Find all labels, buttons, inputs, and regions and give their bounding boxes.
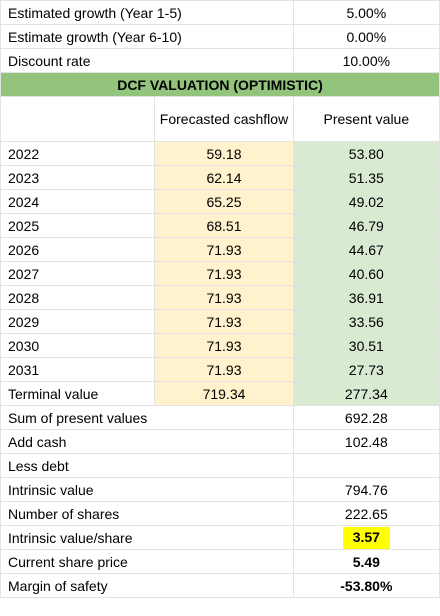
cashflow-cell[interactable]: 71.93 xyxy=(154,261,294,286)
year-row: 2025 68.51 46.79 xyxy=(0,213,440,238)
discount-rate-value[interactable]: 10.00% xyxy=(292,48,440,73)
year-cell[interactable]: 2025 xyxy=(0,213,156,238)
margin-of-safety-label[interactable]: Margin of safety xyxy=(0,573,294,598)
summary-row: Margin of safety -53.80% xyxy=(0,573,440,598)
intrinsic-value-per-share-cell[interactable]: 3.57 xyxy=(292,525,440,550)
margin-of-safety-value[interactable]: -53.80% xyxy=(292,573,440,598)
year-row: 2023 62.14 51.35 xyxy=(0,165,440,190)
cashflow-cell[interactable]: 68.51 xyxy=(154,213,294,238)
year-cell[interactable]: 2024 xyxy=(0,189,156,214)
intrinsic-value-value[interactable]: 794.76 xyxy=(292,477,440,502)
year-row: 2027 71.93 40.60 xyxy=(0,261,440,286)
number-of-shares-value[interactable]: 222.65 xyxy=(292,501,440,526)
terminal-value-row: Terminal value 719.34 277.34 xyxy=(0,381,440,406)
year-row: 2031 71.93 27.73 xyxy=(0,357,440,382)
year-row: 2028 71.93 36.91 xyxy=(0,285,440,310)
section-banner-row: DCF VALUATION (OPTIMISTIC) xyxy=(0,72,440,97)
assumption-row: Estimate growth (Year 6-10) 0.00% xyxy=(0,24,440,49)
present-value-cell[interactable]: 53.80 xyxy=(292,141,440,166)
year-cell[interactable]: 2023 xyxy=(0,165,156,190)
less-debt-value[interactable] xyxy=(292,453,440,478)
cashflow-cell[interactable]: 71.93 xyxy=(154,309,294,334)
summary-row: Number of shares 222.65 xyxy=(0,501,440,526)
year-cell[interactable]: 2022 xyxy=(0,141,156,166)
present-value-cell[interactable]: 27.73 xyxy=(292,357,440,382)
intrinsic-value-per-share-highlight: 3.57 xyxy=(342,526,390,549)
present-value-cell[interactable]: 44.67 xyxy=(292,237,440,262)
intrinsic-value-label[interactable]: Intrinsic value xyxy=(0,477,294,502)
present-value-cell[interactable]: 36.91 xyxy=(292,285,440,310)
number-of-shares-label[interactable]: Number of shares xyxy=(0,501,294,526)
cashflow-cell[interactable]: 71.93 xyxy=(154,237,294,262)
summary-row: Current share price 5.49 xyxy=(0,549,440,574)
terminal-cashflow-cell[interactable]: 719.34 xyxy=(154,381,294,406)
year-cell[interactable]: 2026 xyxy=(0,237,156,262)
present-value-cell[interactable]: 40.60 xyxy=(292,261,440,286)
cashflow-cell[interactable]: 71.93 xyxy=(154,357,294,382)
less-debt-label[interactable]: Less debt xyxy=(0,453,294,478)
present-value-cell[interactable]: 30.51 xyxy=(292,333,440,358)
cashflow-cell[interactable]: 71.93 xyxy=(154,285,294,310)
summary-row: Intrinsic value/share 3.57 xyxy=(0,525,440,550)
year-cell[interactable]: 2027 xyxy=(0,261,156,286)
present-value-header[interactable]: Present value xyxy=(292,96,440,142)
forecasted-cashflow-header[interactable]: Forecasted cashflow xyxy=(154,96,294,142)
summary-row: Less debt xyxy=(0,453,440,478)
year-row: 2022 59.18 53.80 xyxy=(0,141,440,166)
growth-1-5-value[interactable]: 5.00% xyxy=(292,0,440,25)
terminal-present-value-cell[interactable]: 277.34 xyxy=(292,381,440,406)
growth-1-5-label[interactable]: Estimated growth (Year 1-5) xyxy=(0,0,294,25)
growth-6-10-label[interactable]: Estimate growth (Year 6-10) xyxy=(0,24,294,49)
discount-rate-label[interactable]: Discount rate xyxy=(0,48,294,73)
summary-row: Sum of present values 692.28 xyxy=(0,405,440,430)
present-value-cell[interactable]: 33.56 xyxy=(292,309,440,334)
summary-row: Intrinsic value 794.76 xyxy=(0,477,440,502)
dcf-banner-title[interactable]: DCF VALUATION (OPTIMISTIC) xyxy=(0,72,440,97)
growth-6-10-value[interactable]: 0.00% xyxy=(292,24,440,49)
column-header-row: Forecasted cashflow Present value xyxy=(0,96,440,142)
terminal-value-label[interactable]: Terminal value xyxy=(0,381,156,406)
year-row: 2029 71.93 33.56 xyxy=(0,309,440,334)
current-share-price-label[interactable]: Current share price xyxy=(0,549,294,574)
cashflow-cell[interactable]: 59.18 xyxy=(154,141,294,166)
assumption-row: Estimated growth (Year 1-5) 5.00% xyxy=(0,0,440,25)
present-value-cell[interactable]: 49.02 xyxy=(292,189,440,214)
summary-row: Add cash 102.48 xyxy=(0,429,440,454)
present-value-cell[interactable]: 46.79 xyxy=(292,213,440,238)
intrinsic-value-per-share-label[interactable]: Intrinsic value/share xyxy=(0,525,294,550)
year-row: 2026 71.93 44.67 xyxy=(0,237,440,262)
year-row: 2024 65.25 49.02 xyxy=(0,189,440,214)
cashflow-cell[interactable]: 71.93 xyxy=(154,333,294,358)
cashflow-cell[interactable]: 65.25 xyxy=(154,189,294,214)
current-share-price-value[interactable]: 5.49 xyxy=(292,549,440,574)
year-cell[interactable]: 2028 xyxy=(0,285,156,310)
year-cell[interactable]: 2029 xyxy=(0,309,156,334)
present-value-cell[interactable]: 51.35 xyxy=(292,165,440,190)
dcf-spreadsheet: Estimated growth (Year 1-5) 5.00% Estima… xyxy=(0,0,440,598)
assumption-row: Discount rate 10.00% xyxy=(0,48,440,73)
year-cell[interactable]: 2030 xyxy=(0,333,156,358)
empty-header-cell[interactable] xyxy=(0,96,156,142)
year-cell[interactable]: 2031 xyxy=(0,357,156,382)
sum-pv-value[interactable]: 692.28 xyxy=(292,405,440,430)
sum-pv-label[interactable]: Sum of present values xyxy=(0,405,294,430)
year-row: 2030 71.93 30.51 xyxy=(0,333,440,358)
add-cash-value[interactable]: 102.48 xyxy=(292,429,440,454)
add-cash-label[interactable]: Add cash xyxy=(0,429,294,454)
cashflow-cell[interactable]: 62.14 xyxy=(154,165,294,190)
